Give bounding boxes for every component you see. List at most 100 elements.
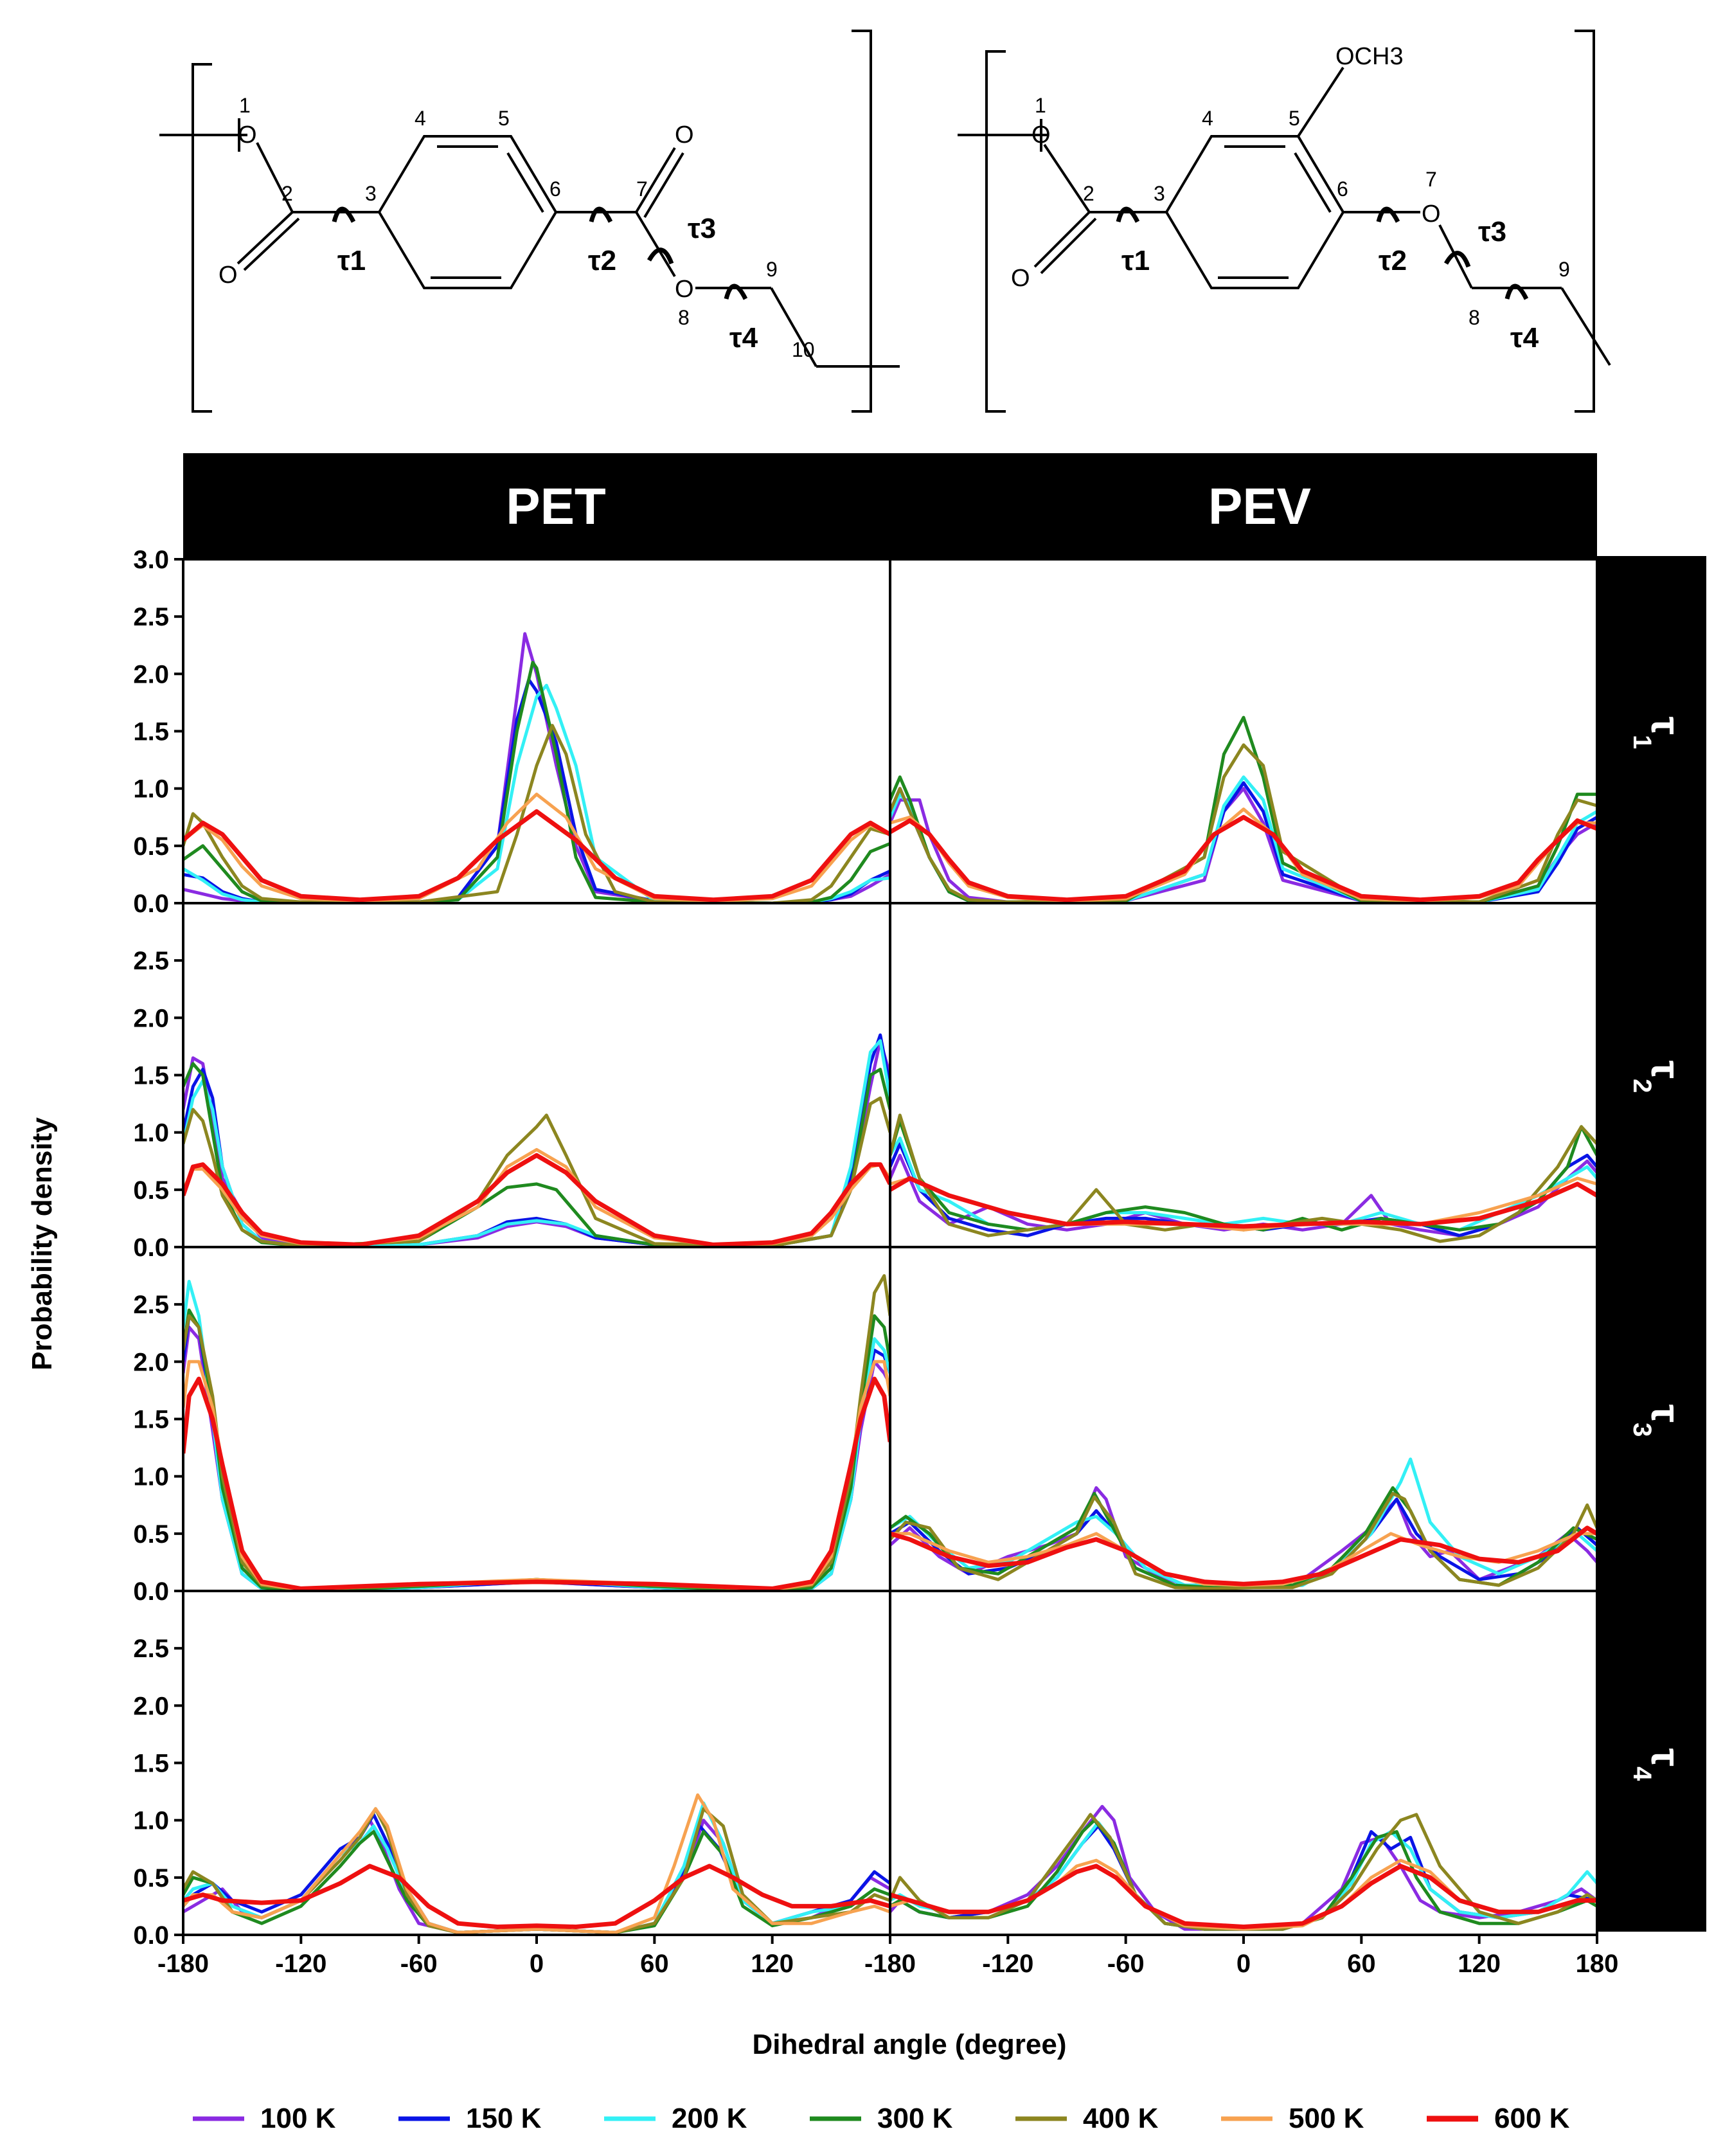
pet-structure-labels: O 1 O 2 3 4 5 6 7 O O 8 9 10 τ1 τ2 τ3 τ4: [219, 94, 815, 361]
plot-grid: 0.0 0.5 1.0 1.5 2.0 2.5 3.0 0.0 0.5 1.0 1.5 2.0 2.5 0…: [133, 546, 1618, 1978]
torsion-label: τ1: [1121, 245, 1150, 276]
series-line-200k: [183, 1039, 890, 1247]
atom-o7: O: [1422, 201, 1441, 228]
x-axis-title: Dihedral angle (degree): [752, 2029, 1066, 2060]
torsion-arrow-2: [589, 206, 613, 223]
svg-text:τ2: τ2: [1628, 1061, 1689, 1093]
series-line-600k: [183, 1376, 890, 1591]
row-label-bar: [1597, 556, 1706, 1932]
series-line-200k: [183, 1801, 890, 1934]
torsion-arrow-4: [724, 283, 748, 300]
x-tick-label: 120: [1458, 1950, 1501, 1978]
atom-number: 10: [792, 338, 815, 361]
atom-number: 5: [1289, 107, 1300, 130]
panel-pev-row-4: [890, 1804, 1597, 1931]
torsion-arrow-2: [1376, 206, 1400, 223]
row-label-4: τ4: [1628, 1748, 1689, 1782]
series-line-400k: [890, 1491, 1597, 1590]
methoxy-group: OCH3: [1335, 43, 1404, 70]
torsion-label: τ3: [1478, 216, 1506, 247]
torsion-label: τ4: [1510, 322, 1539, 354]
atom-o-carbonyl: O: [219, 262, 238, 289]
atom-number: 1: [239, 94, 251, 117]
y-tick-label: 0.5: [133, 832, 169, 861]
y-tick-label: 0.0: [133, 1921, 169, 1950]
series-line-300k: [183, 661, 890, 903]
row-label-symbol: τ: [1643, 717, 1689, 735]
series-line-200k: [890, 1136, 1597, 1232]
x-tick-label: -120: [275, 1950, 326, 1978]
series-line-150k: [183, 678, 890, 903]
y-tick-label: 2.0: [133, 660, 169, 688]
y-tick-label: 1.5: [133, 1062, 169, 1090]
panel-pev-row-1: [890, 715, 1597, 903]
atom-number: 2: [281, 182, 293, 205]
x-tick-label: 60: [640, 1950, 669, 1978]
x-tick-label: 0: [1236, 1950, 1251, 1978]
y-tick-label: 1.5: [133, 1406, 169, 1434]
y-tick-label: 0.0: [133, 1577, 169, 1606]
legend-label: 400 K: [1083, 2103, 1159, 2134]
series-line-500k: [890, 807, 1597, 903]
series-line-100k: [183, 1819, 890, 1934]
torsion-label: τ3: [688, 213, 716, 244]
bracket-left: [192, 63, 212, 413]
series-line-400k: [183, 724, 890, 903]
pev-structure: [958, 30, 1611, 413]
series-line-300k: [890, 1486, 1597, 1590]
series-line-600k: [890, 814, 1597, 903]
legend-label: 200 K: [672, 2103, 747, 2134]
x-tick-label: 60: [1347, 1950, 1376, 1978]
series-line-400k: [183, 1096, 890, 1247]
column-header-bar: [183, 453, 1597, 559]
series-line-400k: [183, 1274, 890, 1591]
row-label-index: 2: [1628, 1079, 1656, 1093]
atom-number: 9: [1558, 258, 1570, 281]
atom-o-carbonyl: O: [675, 121, 694, 148]
row-label-symbol: τ: [1643, 1748, 1689, 1767]
panel-pet-row-1: [183, 632, 890, 903]
torsion-label: τ2: [588, 245, 616, 276]
row-label-index: 1: [1628, 735, 1656, 749]
y-tick-label: 0.0: [133, 890, 169, 918]
y-tick-label: 1.0: [133, 1119, 169, 1147]
legend-label: 100 K: [260, 2103, 336, 2134]
series-line-500k: [183, 1147, 890, 1246]
x-tick-label: 180: [1576, 1950, 1619, 1978]
svg-text:τ1: τ1: [1628, 717, 1689, 750]
series-line-600k: [183, 1153, 890, 1247]
x-tick-label: -180: [864, 1950, 916, 1978]
x-tick-label: -60: [1107, 1950, 1145, 1978]
torsion-label: τ4: [729, 322, 758, 354]
y-axis-title: Probability density: [26, 1117, 58, 1370]
pev-structure-labels: O 1 O 2 3 4 5 OCH3 6 O 7 8 9 τ1 τ2 τ3 τ4: [1011, 43, 1570, 354]
atom-number: 8: [678, 306, 690, 329]
torsion-arrow-1: [332, 206, 356, 223]
series-line-500k: [183, 1360, 890, 1591]
series-line-100k: [890, 1153, 1597, 1237]
series-line-600k: [183, 1864, 890, 1929]
column-title-pet: PET: [506, 478, 606, 535]
y-tick-label: 2.0: [133, 1348, 169, 1376]
series-line-600k: [183, 809, 890, 903]
row-label-symbol: τ: [1643, 1405, 1689, 1423]
series-line-600k: [890, 1525, 1597, 1586]
y-tick-label: 1.5: [133, 1750, 169, 1778]
legend: 100 K 150 K 200 K 300 K 400 K 500 K 600 K: [193, 2103, 1570, 2134]
x-tick-label: -60: [400, 1950, 438, 1978]
row-label-symbol: τ: [1643, 1061, 1689, 1079]
atom-number: 2: [1083, 182, 1094, 205]
y-tick-label: 3.0: [133, 546, 169, 574]
y-tick-label: 1.0: [133, 1463, 169, 1491]
atom-number: 3: [1154, 182, 1165, 205]
y-tick-label: 2.0: [133, 1692, 169, 1720]
row-label-1: τ1: [1628, 717, 1689, 750]
series-line-150k: [890, 781, 1597, 903]
atom-number: 4: [415, 107, 426, 130]
series-line-400k: [890, 743, 1597, 903]
torsion-label: τ1: [337, 245, 366, 276]
row-label-index: 4: [1628, 1766, 1656, 1781]
y-tick-label: 0.5: [133, 1176, 169, 1205]
series-line-500k: [183, 1793, 890, 1934]
y-tick-label: 1.0: [133, 1807, 169, 1835]
